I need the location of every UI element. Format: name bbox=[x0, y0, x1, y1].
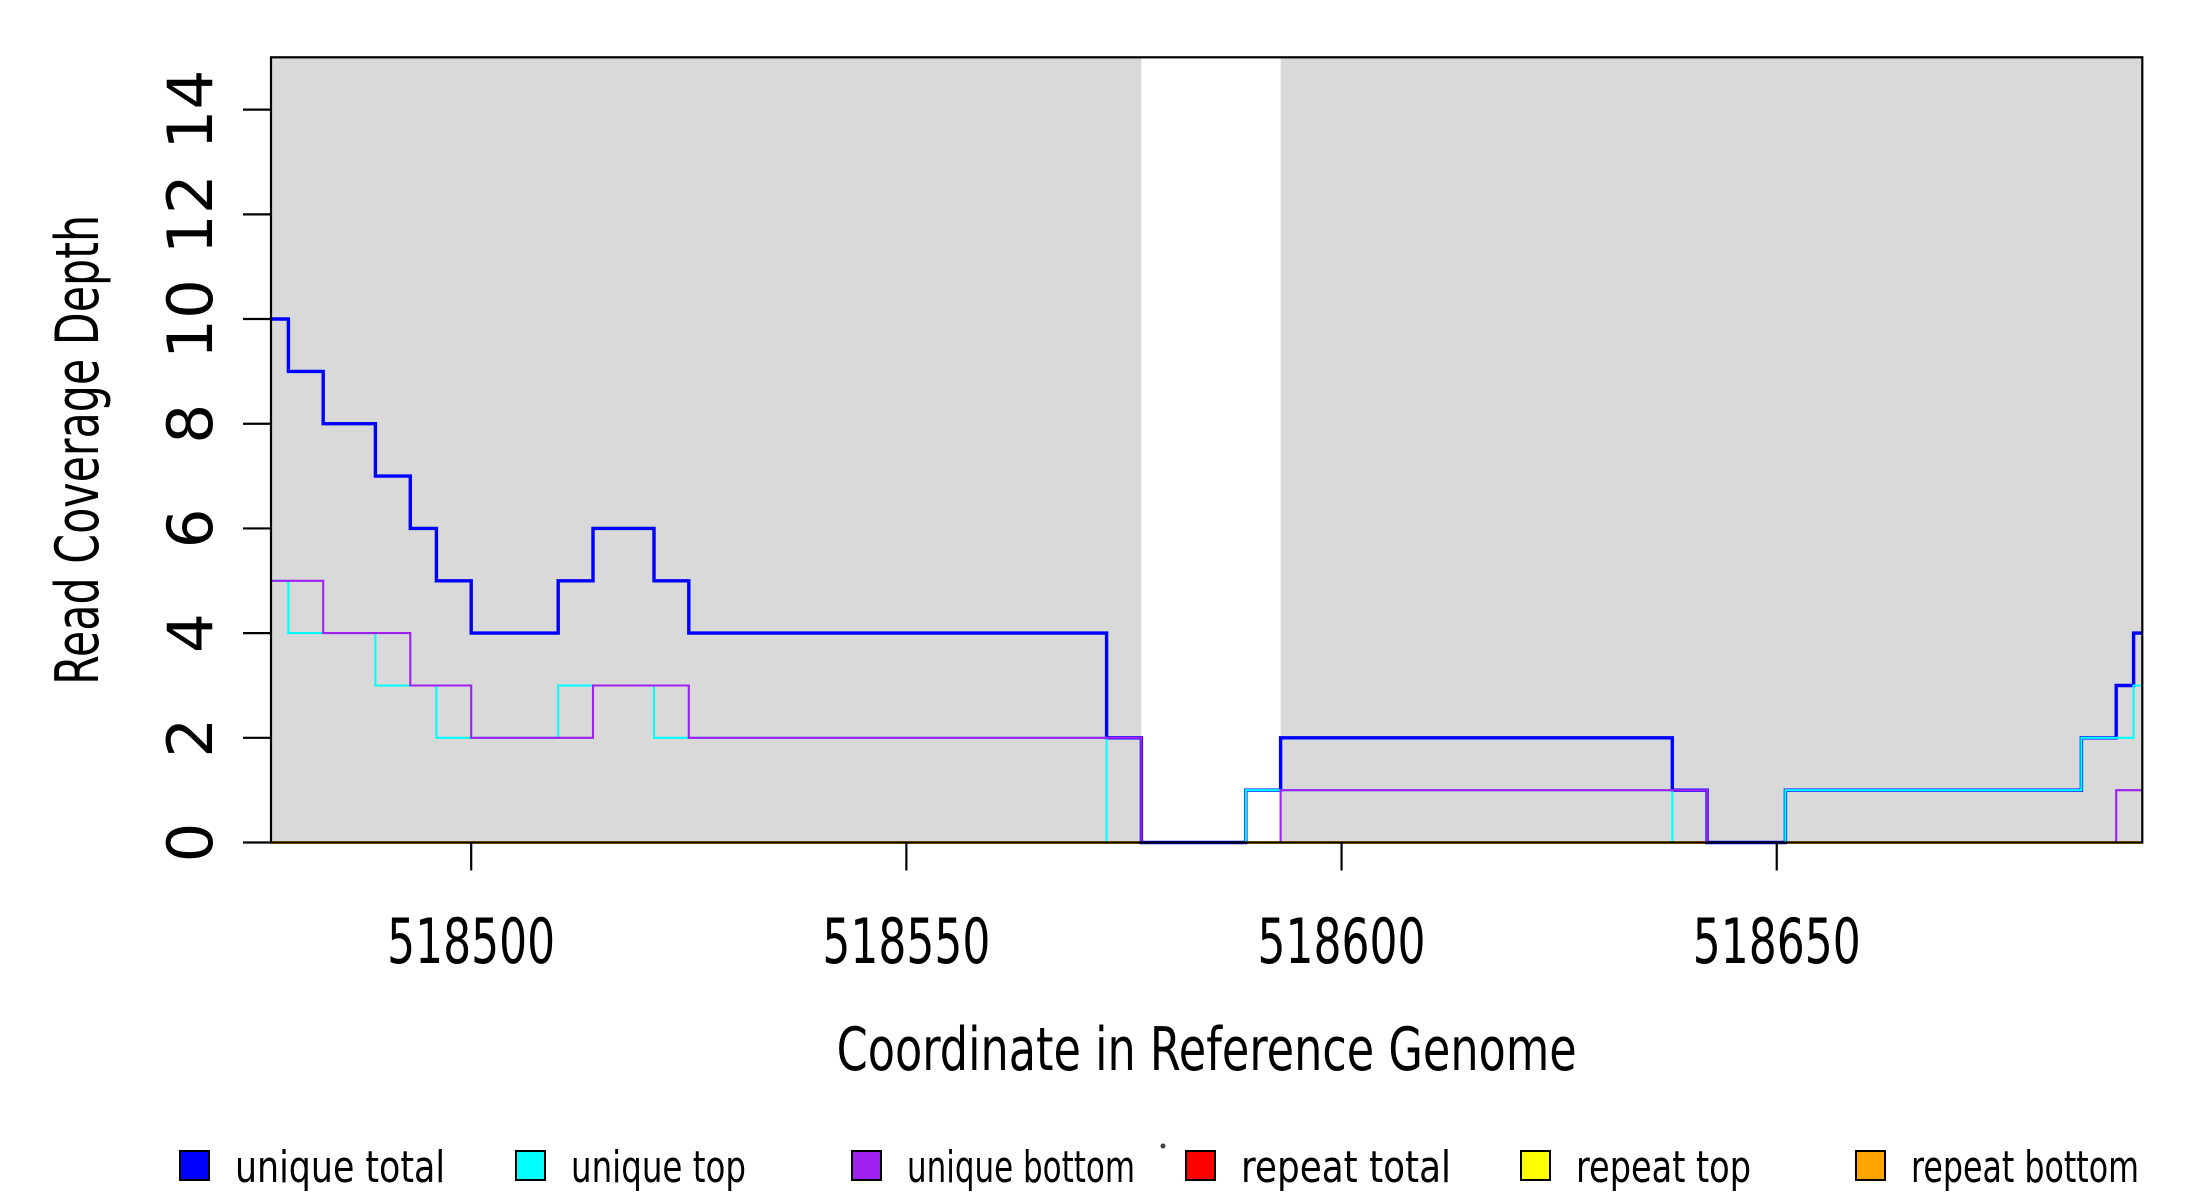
x-tick-label-3: 518650 bbox=[1693, 905, 1861, 978]
y-tick-label-1: 2 bbox=[154, 718, 227, 758]
y-tick-label-3: 6 bbox=[154, 508, 227, 548]
y-axis-title: Read Coverage Depth bbox=[43, 215, 113, 685]
plot-border bbox=[269, 56, 2144, 844]
legend-swatch-repeat-bottom bbox=[1855, 1150, 1886, 1181]
y-tick-label-7: 14 bbox=[154, 70, 227, 150]
legend-label-repeat-bottom: repeat bottom bbox=[1911, 1142, 2139, 1193]
series-unique-bottom-line bbox=[271, 579, 2143, 844]
legend-swatch-repeat-total bbox=[1185, 1150, 1216, 1181]
legend-swatch-repeat-top bbox=[1520, 1150, 1551, 1181]
series-unique-top-line bbox=[271, 579, 2143, 844]
legend-swatch-unique-top bbox=[515, 1150, 546, 1181]
stray-dot bbox=[1160, 1143, 1166, 1149]
y-tick-label-5: 10 bbox=[154, 279, 227, 359]
shaded-region-0 bbox=[271, 57, 1142, 843]
legend-swatch-unique-bottom bbox=[851, 1150, 882, 1181]
x-tick-label-0: 518500 bbox=[387, 905, 555, 978]
legend-label-unique-bottom: unique bottom bbox=[907, 1142, 1135, 1193]
legend-label-repeat-top: repeat top bbox=[1576, 1142, 1751, 1193]
x-axis-title: Coordinate in Reference Genome bbox=[837, 1015, 1577, 1085]
shaded-region-1 bbox=[1280, 57, 2143, 843]
x-tick-label-2: 518600 bbox=[1258, 905, 1426, 978]
legend-label-repeat-total: repeat total bbox=[1241, 1142, 1451, 1193]
y-tick-label-0: 0 bbox=[154, 823, 227, 863]
y-tick-label-4: 8 bbox=[154, 404, 227, 444]
x-tick-label-1: 518550 bbox=[822, 905, 990, 978]
y-tick-label-2: 4 bbox=[154, 613, 227, 653]
legend-label-unique-total: unique total bbox=[235, 1142, 445, 1193]
legend-label-unique-top: unique top bbox=[571, 1142, 746, 1193]
y-tick-label-6: 12 bbox=[154, 174, 227, 254]
legend-swatch-unique-total bbox=[179, 1150, 210, 1181]
